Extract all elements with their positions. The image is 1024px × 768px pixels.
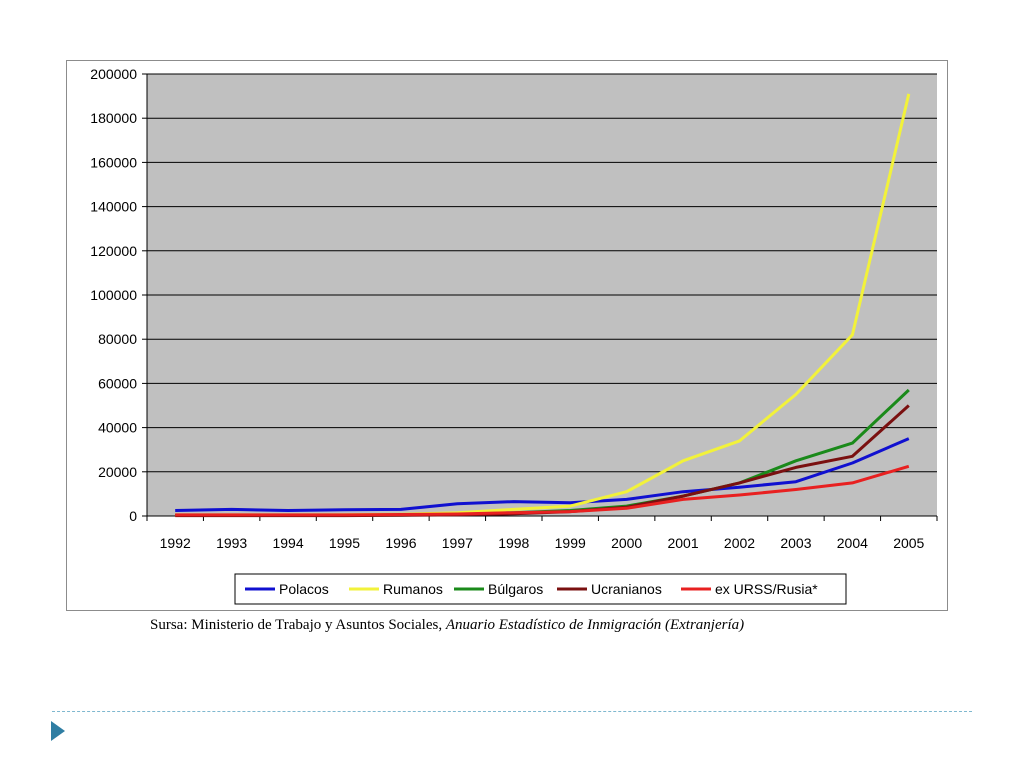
x-tick-label: 2000	[611, 535, 642, 551]
y-tick-label: 60000	[98, 375, 137, 391]
slide-bullet-icon	[51, 721, 65, 741]
x-tick-label: 1999	[555, 535, 586, 551]
source-publication: Anuario Estadístico de Inmigración (Extr…	[445, 617, 745, 633]
series-line	[175, 437, 910, 512]
x-tick-label: 1998	[498, 535, 529, 551]
y-tick-label: 80000	[98, 331, 137, 347]
x-tick-label: 2001	[667, 535, 698, 551]
chart-frame: 0 20000 40000 60000 80000 100000 120000 140000 1…	[66, 60, 948, 611]
x-tick-label: 2005	[893, 535, 924, 551]
x-tick-label: 1996	[385, 535, 416, 551]
y-tick-label: 120000	[90, 243, 137, 259]
legend-entry: Rumanos	[383, 581, 443, 597]
legend-entry: ex URSS/Rusia*	[715, 581, 818, 597]
series-line	[175, 464, 910, 517]
y-tick-label: 140000	[90, 199, 137, 215]
x-tick-label: 1993	[216, 535, 247, 551]
line-chart: 0 20000 40000 60000 80000 100000 120000 140000 1…	[90, 66, 938, 605]
y-tick-label: 0	[129, 508, 137, 524]
legend-entry: Ucranianos	[591, 581, 662, 597]
y-tick-label: 40000	[98, 420, 137, 436]
x-tick-label: 2004	[837, 535, 868, 551]
legend-box	[234, 573, 847, 605]
y-tick-label: 180000	[90, 110, 137, 126]
legend-entry: Búlgaros	[488, 581, 543, 597]
slide-divider	[52, 711, 972, 712]
source-prefix: Sursa: Ministerio de Trabajo y Asuntos S…	[150, 617, 446, 633]
y-axis-tick-labels: 0 20000 40000 60000 80000 100000 120000 140000 1…	[90, 66, 137, 524]
x-tick-label: 1997	[442, 535, 473, 551]
y-tick-label: 20000	[98, 464, 137, 480]
x-tick-label: 1992	[160, 535, 191, 551]
series-lines	[175, 93, 911, 518]
x-axis-tick-labels: 1992 1993 1994 1995 1996 1997 1998 1999 2000 2001…	[160, 535, 925, 551]
source-caption: Sursa: Ministerio de Trabajo y Asuntos S…	[150, 617, 950, 634]
y-tick-label: 200000	[90, 66, 137, 82]
x-tick-label: 2003	[780, 535, 811, 551]
x-tick-label: 2002	[724, 535, 755, 551]
legend: Polacos Rumanos Búlgaros Ucranianos ex URSS/…	[234, 573, 847, 605]
x-tick-label: 1995	[329, 535, 360, 551]
y-tick-label: 100000	[90, 287, 137, 303]
legend-entry: Polacos	[279, 581, 329, 597]
y-tick-label: 160000	[90, 154, 137, 170]
x-tick-label: 1994	[272, 535, 303, 551]
